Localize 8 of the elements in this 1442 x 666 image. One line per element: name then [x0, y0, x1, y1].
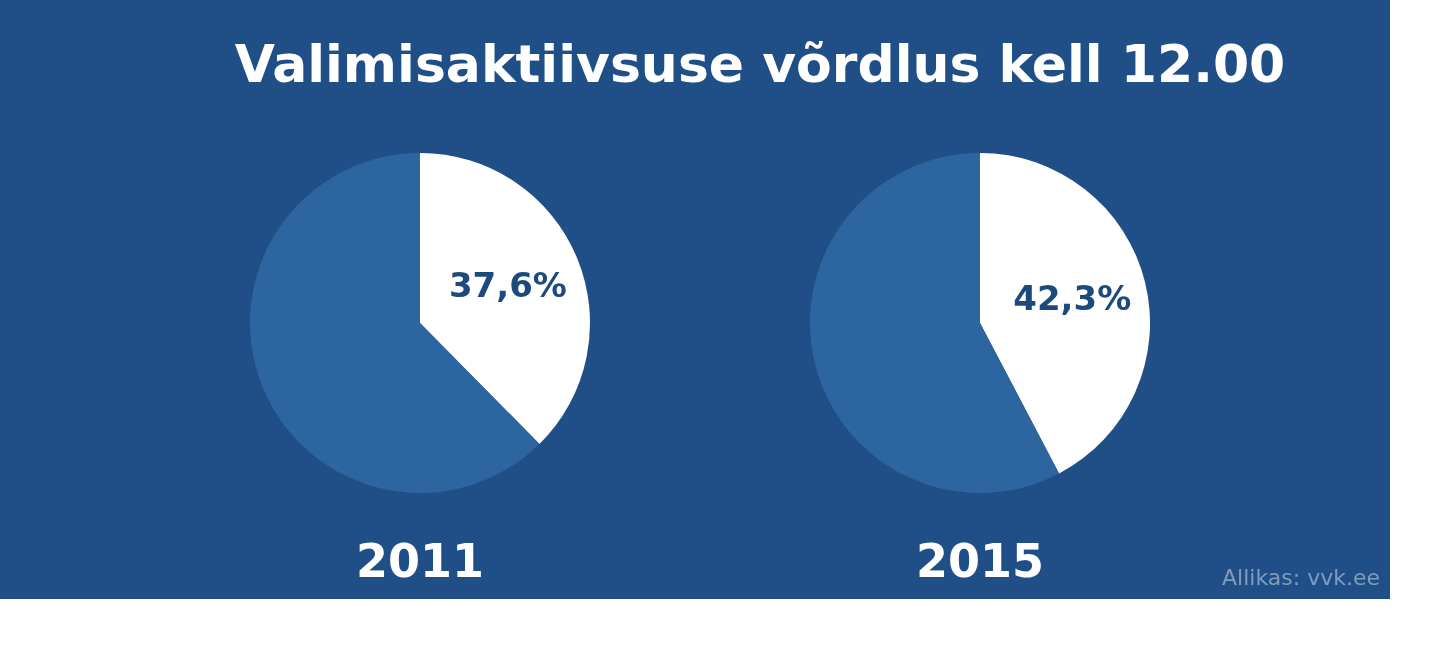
text: Valimisaktiivsuse võrdlus kell 12.00 [234, 34, 1286, 94]
data-label: 37,6% [448, 264, 567, 305]
data-label: 42,3% [1013, 278, 1132, 319]
pie-slice [980, 153, 1150, 474]
text: 2015 [915, 534, 1045, 588]
text: Allikas: vvk.ee [1222, 565, 1380, 590]
text: 2011 [355, 534, 485, 588]
pie-slice [420, 153, 590, 444]
